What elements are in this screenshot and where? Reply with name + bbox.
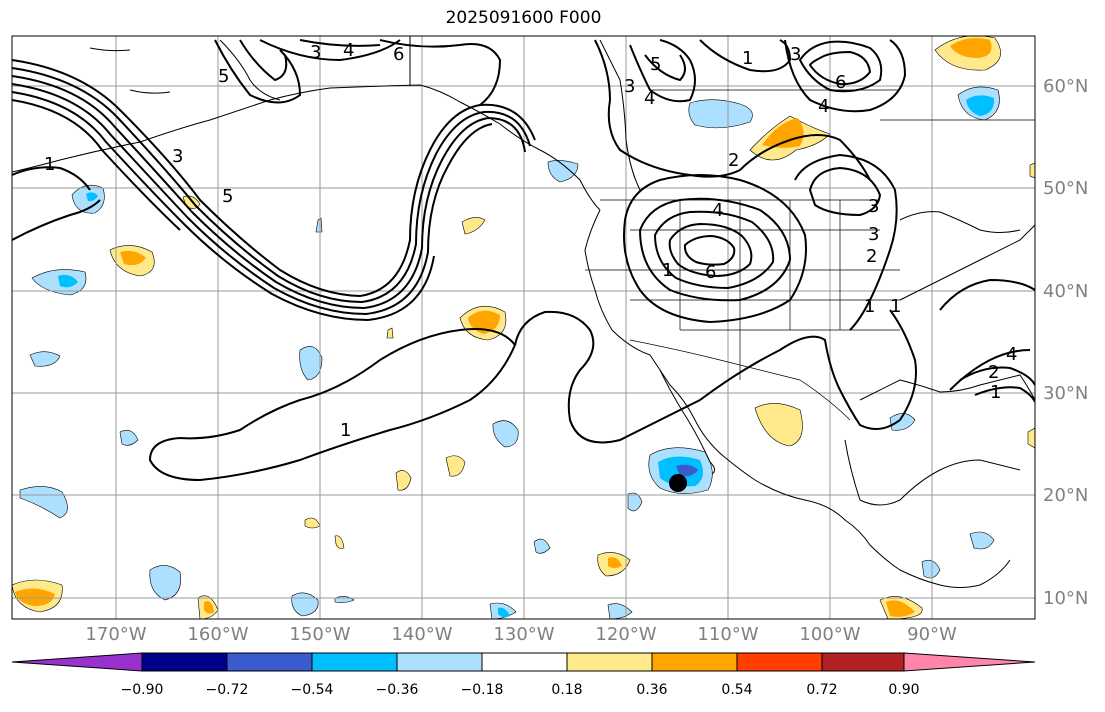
colorbar-segment: [821, 652, 905, 672]
contour-label: 3: [868, 224, 879, 245]
colorbar-label: −0.72: [205, 682, 249, 698]
lon-label: 150°W: [289, 624, 351, 645]
contour-label: 2: [728, 150, 739, 171]
contour-label: 4: [712, 200, 723, 221]
contour-label: 1: [44, 154, 55, 175]
colorbar-label: −0.54: [290, 682, 334, 698]
contour-label: 3: [310, 42, 321, 63]
contour-label: 1: [742, 48, 753, 69]
colorbar-segment: [736, 652, 823, 672]
contour-label: 5: [222, 186, 233, 207]
lat-label: 10°N: [1043, 588, 1089, 609]
contour-label: 6: [705, 262, 716, 283]
contour-label: 6: [835, 72, 846, 93]
storm-marker: [669, 474, 687, 492]
lon-label: 110°W: [697, 624, 759, 645]
lon-label: 130°W: [493, 624, 555, 645]
contour-label: 1: [990, 382, 1001, 403]
contour-label: 1: [864, 296, 875, 317]
contour-label: 2: [866, 246, 877, 267]
colorbar-label: 0.36: [636, 682, 668, 698]
colorbar-segment: [11, 652, 143, 672]
contour-label: 1: [890, 296, 901, 317]
map-frame: [11, 35, 1036, 620]
coastlines: [12, 36, 1035, 588]
lon-label: 120°W: [595, 624, 657, 645]
contour-lines: [12, 39, 1035, 482]
colorbar-label: −0.18: [460, 682, 504, 698]
colorbar-label: 0.18: [551, 682, 583, 698]
colorbar-label: 0.72: [806, 682, 838, 698]
lat-label: 20°N: [1043, 485, 1089, 506]
colorbar-segment: [396, 652, 483, 672]
colorbar-label: 0.54: [721, 682, 753, 698]
colorbar-segment: [566, 652, 653, 672]
colorbar-label: 0.90: [888, 682, 920, 698]
lat-label: 40°N: [1043, 281, 1089, 302]
contour-label: 3: [624, 76, 635, 97]
lon-label: 90°W: [907, 624, 957, 645]
shaded-anomalies: [12, 36, 1035, 619]
contour-label: 3: [868, 196, 879, 217]
gridlines: [12, 36, 1035, 619]
contour-label: 4: [644, 88, 655, 109]
colorbar-segment: [903, 652, 1036, 672]
lon-label: 160°W: [187, 624, 249, 645]
lat-label: 50°N: [1043, 178, 1089, 199]
colorbar-label: −0.36: [375, 682, 419, 698]
map-title: 2025091600 F000: [445, 8, 602, 28]
lon-label: 100°W: [799, 624, 861, 645]
contour-label: 4: [818, 96, 829, 117]
colorbar-segment: [651, 652, 738, 672]
lon-label: 140°W: [391, 624, 453, 645]
colorbar: [11, 652, 1036, 672]
colorbar-segment: [311, 652, 398, 672]
lon-label: 170°W: [85, 624, 147, 645]
contour-label: 3: [790, 44, 801, 65]
contour-label: 6: [393, 44, 404, 65]
contour-label: 4: [343, 40, 354, 61]
contour-label: 1: [662, 260, 673, 281]
contour-label: 5: [218, 66, 229, 87]
contour-label: 1: [340, 420, 351, 441]
contour-label-group: 3 4 6 5 1 3 1 3 5 6 4 2 4 6 4 2 3 1 3 1 …: [44, 40, 1017, 441]
colorbar-segment: [226, 652, 313, 672]
colorbar-label: −0.90: [120, 682, 164, 698]
colorbar-segment: [141, 652, 228, 672]
colorbar-segment: [481, 652, 568, 672]
contour-label: 2: [988, 362, 999, 383]
contour-label: 3: [172, 146, 183, 167]
lat-label: 60°N: [1043, 76, 1089, 97]
contour-label: 5: [650, 54, 661, 75]
lat-label: 30°N: [1043, 383, 1089, 404]
contour-label: 4: [1006, 344, 1017, 365]
